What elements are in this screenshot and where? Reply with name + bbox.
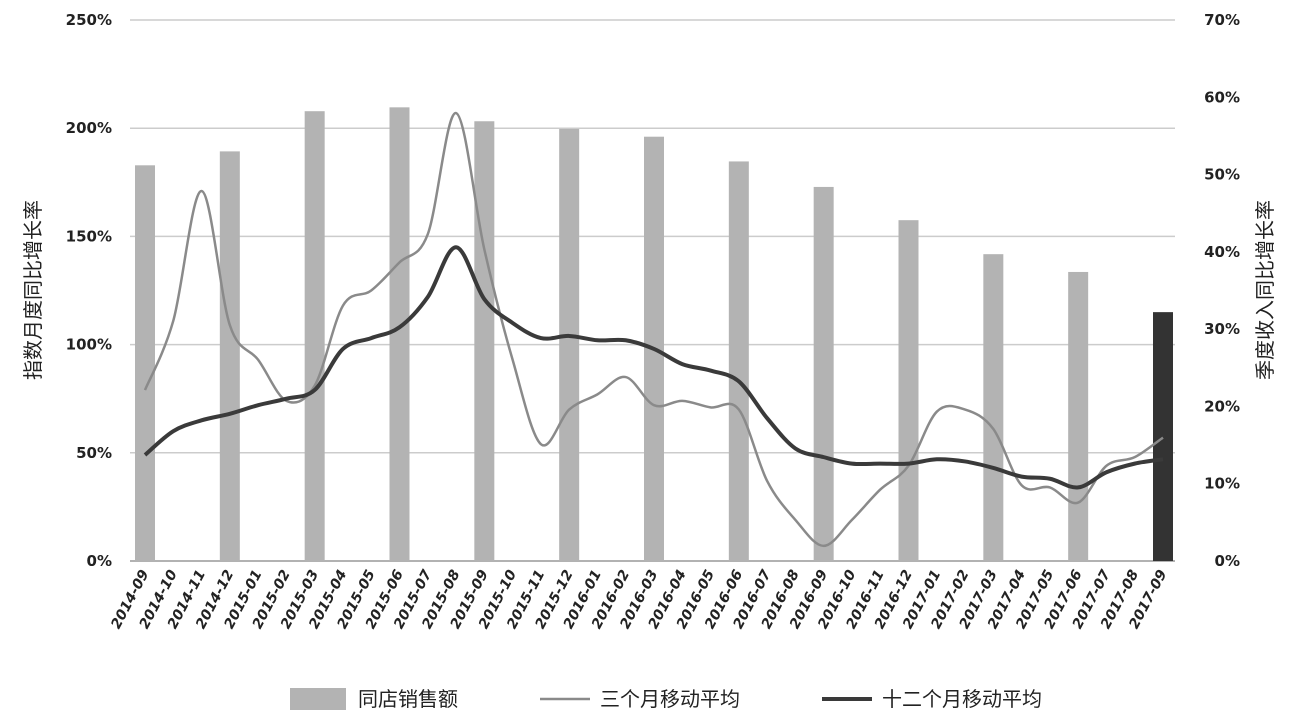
bar — [983, 254, 1004, 561]
legend-label: 三个月移动平均 — [600, 687, 740, 711]
bar — [813, 186, 834, 562]
y2-tick-label: 20% — [1204, 397, 1240, 415]
bar — [728, 161, 749, 561]
bar — [1153, 312, 1173, 561]
y2-tick-label: 70% — [1204, 11, 1240, 29]
y2-tick-label: 10% — [1204, 475, 1240, 493]
legend-item: 十二个月移动平均 — [822, 687, 1042, 711]
y2-tick-label: 30% — [1204, 320, 1240, 338]
bar — [304, 111, 325, 561]
legend-swatch — [290, 688, 346, 710]
y2-tick-label: 60% — [1204, 88, 1240, 106]
y2-tick-label: 40% — [1204, 243, 1240, 261]
legend-item: 同店销售额 — [290, 687, 458, 711]
y-tick-label: 200% — [66, 119, 112, 137]
y2-tick-label: 0% — [1215, 552, 1240, 570]
bar — [1068, 271, 1089, 561]
y-tick-label: 0% — [87, 552, 112, 570]
y2-tick-label: 50% — [1204, 166, 1240, 184]
bar — [559, 128, 580, 562]
line — [143, 111, 1164, 548]
line — [143, 245, 1164, 490]
legend-label: 十二个月移动平均 — [882, 687, 1042, 711]
y-tick-label: 100% — [66, 336, 112, 354]
legend-item: 三个月移动平均 — [540, 687, 740, 711]
bar — [474, 121, 495, 561]
bar — [219, 151, 240, 561]
y-tick-label: 250% — [66, 11, 112, 29]
y-axis-title: 指数月度同比增长率 — [21, 200, 45, 380]
bar — [135, 165, 155, 561]
legend-label: 同店销售额 — [358, 687, 458, 711]
bar — [898, 220, 919, 562]
bar — [389, 107, 410, 561]
y-tick-label: 150% — [66, 227, 112, 245]
y2-axis-title: 季度收入同比增长率 — [1253, 200, 1277, 380]
y-tick-label: 50% — [76, 444, 112, 462]
